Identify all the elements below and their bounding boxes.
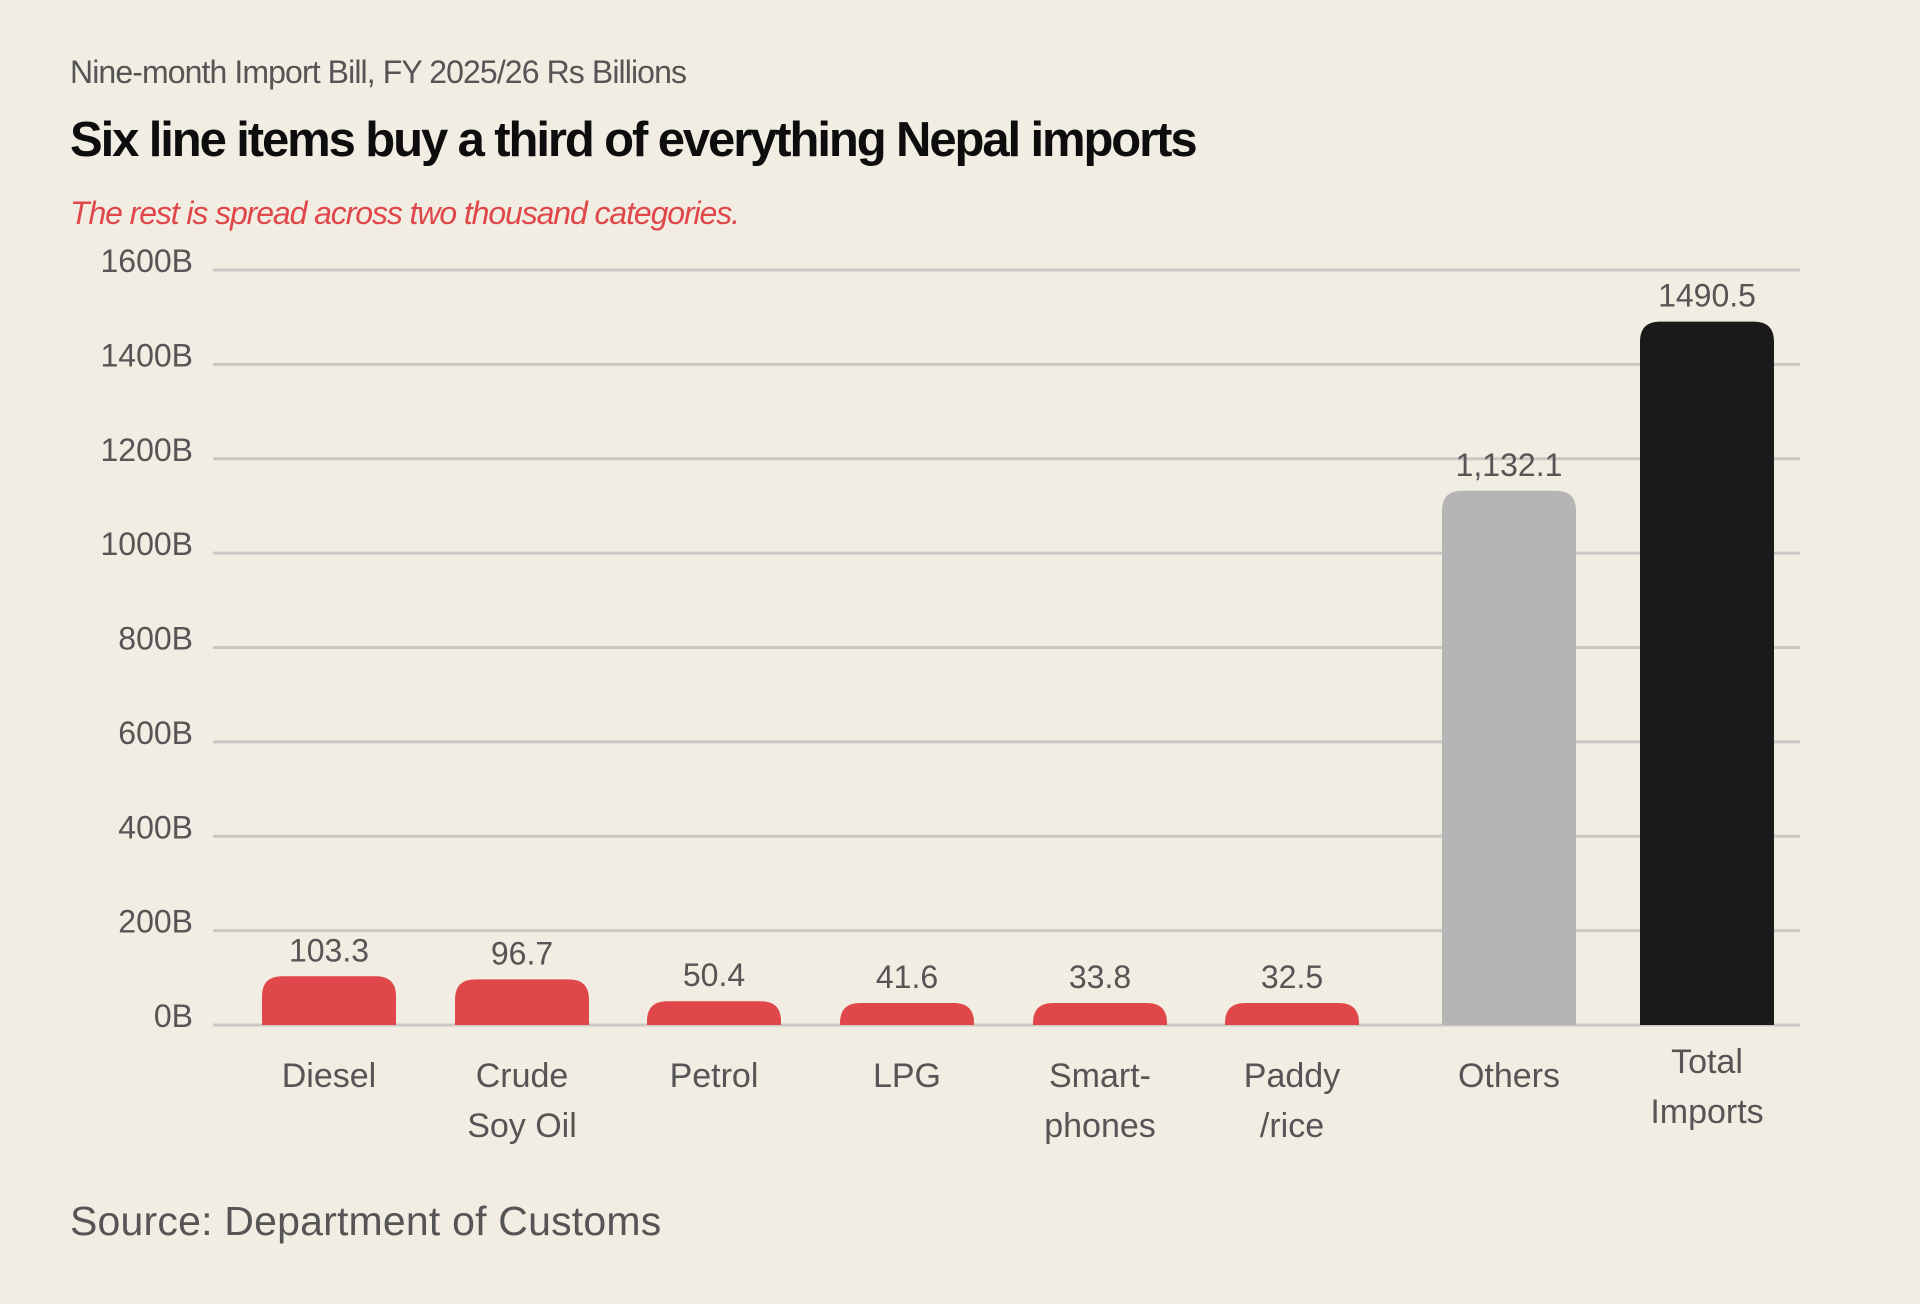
y-tick-label: 400B xyxy=(118,809,193,845)
bar-lpg xyxy=(840,1003,974,1025)
bar-crudesoyoil xyxy=(455,979,589,1025)
bar-diesel xyxy=(262,976,396,1025)
chart-title: Six line items buy a third of everything… xyxy=(70,113,1198,167)
x-category-label: /rice xyxy=(1260,1107,1324,1145)
x-axis-category-labels: Diesel Crude Soy Oil Petrol LPG Smart-phones P… xyxy=(282,1043,1764,1145)
y-tick-label: 1200B xyxy=(100,432,193,468)
source-note: Source: Department of Customs xyxy=(70,1198,662,1244)
y-axis-tick-labels: 1600B 1400B 1200B 1000B 800B 600B 400B 200B 0B xyxy=(100,243,193,1034)
x-category-label: Imports xyxy=(1650,1093,1763,1131)
bar-paddyrice xyxy=(1225,1003,1359,1025)
chart-subtitle: The rest is spread across two thousand c… xyxy=(70,195,740,231)
value-label: 32.5 xyxy=(1261,959,1323,995)
y-tick-label: 0B xyxy=(154,998,193,1034)
value-label: 1,132.1 xyxy=(1456,447,1563,483)
y-tick-label: 1600B xyxy=(100,243,193,279)
x-category-label: Petrol xyxy=(670,1057,759,1095)
bar-others xyxy=(1442,490,1576,1026)
x-category-label: Diesel xyxy=(282,1057,376,1095)
y-tick-label: 200B xyxy=(118,904,193,940)
value-label: 41.6 xyxy=(876,959,938,995)
x-category-label: Paddy xyxy=(1244,1057,1340,1095)
x-category-label: Smart- xyxy=(1049,1057,1151,1095)
bar-petrol xyxy=(647,1001,781,1025)
y-tick-label: 1400B xyxy=(100,337,193,373)
bars xyxy=(262,321,1774,1026)
y-tick-label: 1000B xyxy=(100,526,193,562)
y-tick-label: 800B xyxy=(118,621,193,657)
x-category-label: Soy Oil xyxy=(467,1107,577,1145)
value-label: 33.8 xyxy=(1069,959,1131,995)
value-label: 96.7 xyxy=(491,935,553,971)
bar-totalimports xyxy=(1640,321,1774,1026)
x-category-label: LPG xyxy=(873,1057,941,1095)
value-labels: 103.3 96.7 50.4 41.6 33.8 32.5 1,132.1 1490.5 xyxy=(289,278,1756,995)
x-category-label: Others xyxy=(1458,1057,1560,1095)
value-label: 50.4 xyxy=(683,957,745,993)
x-category-label: phones xyxy=(1044,1107,1156,1145)
y-tick-label: 600B xyxy=(118,715,193,751)
value-label: 1490.5 xyxy=(1658,278,1756,314)
bar-smartphones xyxy=(1033,1003,1167,1025)
chart-kicker: Nine-month Import Bill, FY 2025/26 Rs Bi… xyxy=(70,54,687,90)
x-category-label: Total xyxy=(1671,1043,1743,1081)
x-category-label: Crude xyxy=(476,1057,569,1095)
value-label: 103.3 xyxy=(289,932,369,968)
